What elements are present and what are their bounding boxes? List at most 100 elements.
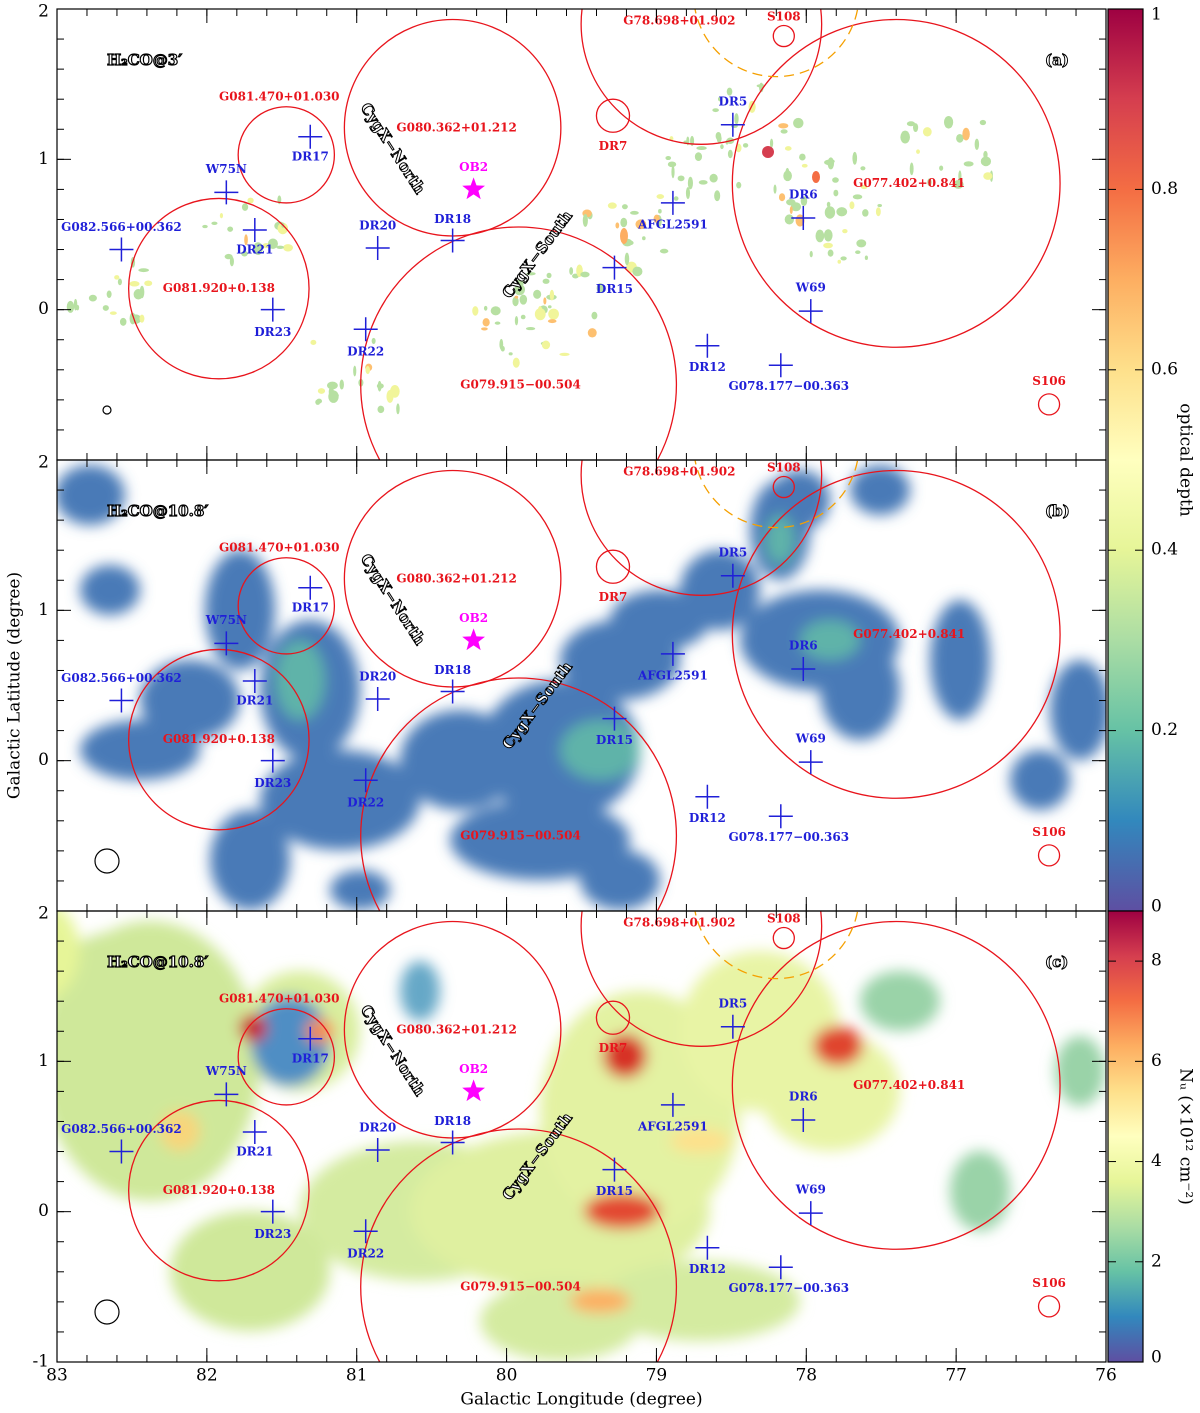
map-speck bbox=[276, 245, 285, 250]
colorbar-tick-label: 0.8 bbox=[1151, 179, 1178, 199]
map-speck bbox=[824, 206, 836, 219]
map-speck bbox=[482, 318, 490, 327]
source-label: DR5 bbox=[718, 545, 747, 559]
map-speck bbox=[630, 210, 639, 215]
source-cross bbox=[695, 333, 720, 358]
source-label: DR15 bbox=[596, 733, 633, 747]
region-circle bbox=[580, 9, 823, 145]
map-speck bbox=[138, 268, 150, 273]
map-speck bbox=[824, 159, 834, 166]
map-speck bbox=[916, 149, 920, 154]
source-cross bbox=[602, 255, 627, 280]
region-label: G78.2+2.1 bbox=[741, 860, 811, 874]
map-blob bbox=[170, 1211, 330, 1331]
star-marker bbox=[462, 1079, 485, 1102]
map-label: H₂CO@10.8′ bbox=[107, 502, 208, 520]
colorbar-label: Nᵤ (×10¹² cm⁻²) bbox=[1176, 1068, 1196, 1205]
map-speck bbox=[247, 197, 254, 204]
source-cross bbox=[440, 228, 465, 253]
map-speck bbox=[516, 278, 524, 288]
map-speck bbox=[621, 204, 628, 210]
map-speck bbox=[386, 390, 394, 403]
map-speck bbox=[396, 403, 400, 415]
source-label: DR17 bbox=[292, 149, 329, 163]
region-label: S106 bbox=[1032, 825, 1066, 839]
map-speck bbox=[736, 181, 742, 189]
source-cross bbox=[798, 299, 823, 324]
map-speck bbox=[512, 296, 519, 307]
map-speck bbox=[785, 167, 790, 179]
map-blob bbox=[1055, 1036, 1105, 1106]
source-label: G082.566+00.362 bbox=[61, 671, 182, 685]
map-blob bbox=[680, 550, 760, 630]
map-speck bbox=[860, 166, 866, 171]
map-speck bbox=[547, 305, 552, 309]
map-blob bbox=[765, 515, 795, 565]
map-blob bbox=[560, 720, 640, 780]
colorbar bbox=[1107, 8, 1144, 912]
source-label: DR17 bbox=[292, 1051, 329, 1065]
source-label: DR15 bbox=[596, 282, 633, 296]
source-cross bbox=[660, 190, 685, 215]
panel-frame bbox=[56, 8, 1107, 461]
map-speck bbox=[963, 161, 974, 167]
region-label: G079.915−00.504 bbox=[460, 828, 581, 842]
region-label: S106 bbox=[1032, 374, 1066, 388]
colorbar-tick-label: 0.2 bbox=[1151, 720, 1178, 740]
map-speck bbox=[909, 162, 914, 176]
region-circle bbox=[1037, 393, 1061, 416]
map-speck bbox=[580, 271, 590, 278]
map-speck bbox=[826, 201, 831, 208]
region-circle bbox=[580, 911, 823, 1047]
region-annotation: CygX−South bbox=[498, 207, 576, 302]
y-tick-label: 0 bbox=[38, 750, 49, 770]
map-blob bbox=[80, 720, 200, 780]
y-tick-label: -1 bbox=[32, 1352, 49, 1372]
map-speck bbox=[833, 189, 839, 197]
region-circle bbox=[772, 24, 795, 48]
region-label: G081.470+01.030 bbox=[219, 540, 340, 554]
region-label: DR7 bbox=[599, 139, 628, 153]
map-speck bbox=[840, 256, 847, 261]
map-speck bbox=[591, 311, 598, 320]
region-circle bbox=[127, 1099, 310, 1282]
source-cross bbox=[365, 687, 390, 712]
y-tick-label: 2 bbox=[38, 904, 49, 924]
map-speck bbox=[800, 196, 808, 207]
y-tick-label: 1 bbox=[38, 600, 49, 620]
map-speck bbox=[494, 321, 501, 325]
source-cross bbox=[440, 679, 465, 704]
source-label: DR6 bbox=[789, 638, 818, 652]
region-circle bbox=[127, 648, 310, 831]
x-tick-label: 76 bbox=[1095, 1366, 1117, 1386]
map-speck bbox=[827, 249, 834, 257]
map-speck bbox=[712, 108, 719, 113]
map-blob bbox=[813, 1026, 863, 1066]
x-tick-label: 78 bbox=[795, 1366, 817, 1386]
region-label: S108 bbox=[767, 10, 801, 24]
region-label: G081.470+01.030 bbox=[219, 991, 340, 1005]
source-cross bbox=[109, 688, 134, 713]
region-circle bbox=[360, 677, 678, 911]
map-speck bbox=[587, 328, 597, 338]
map-blob bbox=[205, 550, 275, 670]
source-cross bbox=[798, 1201, 823, 1226]
panel-label: (b) bbox=[1045, 502, 1070, 520]
region-label: G78.698+01.902 bbox=[623, 465, 735, 479]
map-speck bbox=[526, 272, 536, 276]
colorbar-tick-label: 6 bbox=[1151, 1051, 1162, 1071]
source-cross bbox=[242, 1119, 267, 1144]
star-marker bbox=[462, 177, 485, 200]
source-cross bbox=[242, 668, 267, 693]
map-speck bbox=[642, 236, 646, 241]
map-speck bbox=[980, 156, 992, 167]
map-speck bbox=[377, 405, 385, 414]
map-blob bbox=[584, 1193, 660, 1229]
beam bbox=[94, 1299, 120, 1325]
source-label: DR18 bbox=[434, 1114, 471, 1128]
map-speck bbox=[784, 214, 794, 225]
source-label: DR5 bbox=[718, 94, 747, 108]
map-speck bbox=[837, 259, 842, 264]
map-speck bbox=[339, 379, 344, 390]
map-speck bbox=[514, 316, 519, 326]
